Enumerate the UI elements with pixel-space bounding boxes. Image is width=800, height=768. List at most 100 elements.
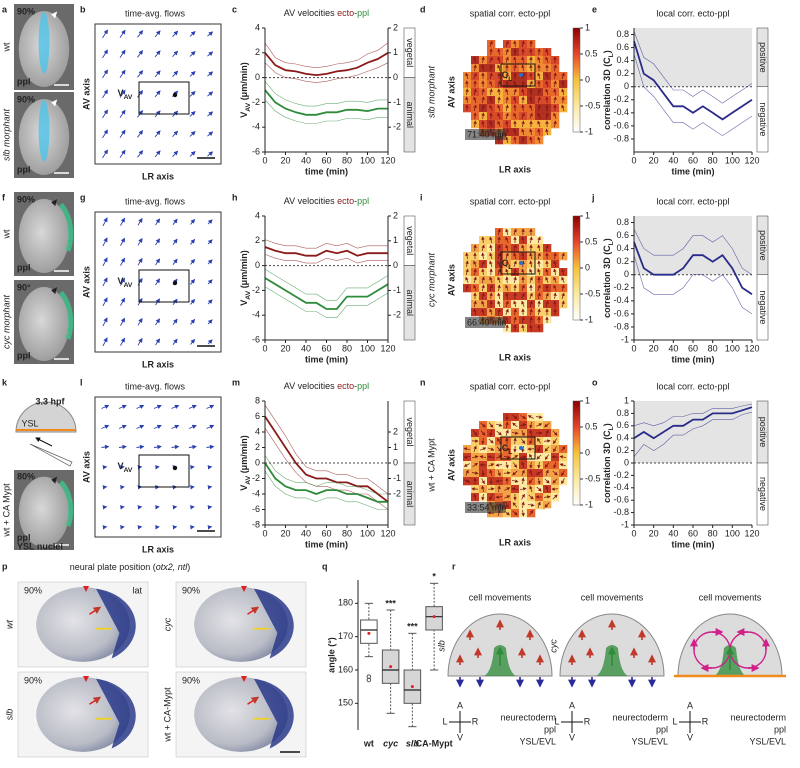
- flow-arrow: [505, 236, 509, 243]
- flow-arrow: [505, 260, 509, 268]
- flow-arrow: [521, 300, 525, 307]
- axis-label: time (min): [305, 354, 348, 364]
- flow-arrow: [188, 404, 197, 409]
- flow-arrow: [504, 510, 510, 516]
- colorbar: [572, 400, 581, 506]
- ppl-stain: [38, 11, 50, 74]
- flow-arrow: [505, 316, 509, 323]
- flow-arrow: [529, 485, 533, 492]
- red-arrowhead: [241, 586, 247, 592]
- sd-line: [264, 42, 389, 69]
- flow-arrow: [513, 437, 517, 445]
- flow-arrow: [528, 478, 534, 484]
- flow-arrow: [102, 277, 108, 287]
- flow-arrow: [497, 88, 501, 96]
- flow-arrow: [512, 510, 518, 516]
- neural-plate-stain: [254, 678, 294, 749]
- y2-tick-label: -2: [393, 488, 401, 498]
- strip-label: animal: [405, 102, 415, 129]
- flow-arrow: [521, 236, 525, 244]
- mean-line: [633, 40, 753, 121]
- flow-arrow: [206, 404, 215, 409]
- flow-arrow: [497, 485, 501, 493]
- flow-arrow: [545, 268, 549, 275]
- side-label: cyc morphant: [426, 252, 436, 307]
- flow-arrow: [172, 238, 178, 245]
- mean: [389, 665, 393, 669]
- compass: [679, 711, 701, 733]
- stage: 90%: [17, 94, 35, 104]
- flow-arrow: [529, 236, 533, 244]
- y-tick-label: -6: [252, 334, 260, 344]
- stage: 90%: [24, 585, 42, 595]
- flow-arrow: [172, 50, 179, 58]
- side-label: wt + CA-Mypt: [162, 687, 172, 743]
- flow-arrow: [497, 437, 501, 444]
- flow-arrow: [521, 509, 525, 517]
- flow-arrow: [155, 238, 160, 246]
- compass-label: L: [554, 716, 559, 726]
- strip-label: positive: [758, 230, 768, 261]
- flow-arrow: [505, 120, 509, 128]
- strip-bottom: [403, 462, 416, 526]
- y-tick-label: -0.6: [613, 120, 629, 130]
- flow-arrow: [119, 69, 126, 78]
- flow-arrow: [529, 136, 533, 144]
- flow-arrow: [560, 446, 566, 452]
- v-label: VAV: [118, 461, 133, 474]
- panel-letter: r: [452, 561, 456, 571]
- red-arrow: [89, 696, 102, 705]
- x-tick-label: 0: [262, 155, 267, 165]
- flow-arrow: [503, 455, 511, 459]
- flow-arrow: [120, 277, 125, 286]
- y-tick-label: 4: [255, 210, 260, 220]
- flow-arrow: [473, 56, 477, 63]
- flow-arrow: [190, 338, 196, 345]
- flow-arrow: [465, 88, 469, 96]
- flow-arrow: [473, 64, 477, 72]
- flow-arrow: [505, 40, 509, 47]
- flow-arrow: [207, 219, 213, 225]
- flow-arrow: [521, 501, 525, 509]
- flow-arrow: [172, 258, 178, 265]
- red-arrowhead: [83, 586, 89, 592]
- flow-arrow: [473, 445, 477, 452]
- axis-label: LR axis: [499, 537, 531, 547]
- y-tick-label: 4: [255, 22, 260, 32]
- flow-arrow: [543, 495, 551, 499]
- flow-arrow: [155, 218, 160, 226]
- flow-arrow: [481, 244, 485, 251]
- compass-label: R: [584, 716, 591, 726]
- x-tick-label: 60: [321, 343, 331, 353]
- y-tick-label: 0.2: [616, 445, 629, 455]
- flow-arrow: [497, 292, 501, 300]
- axis-label: time (min): [671, 166, 714, 176]
- flow-arrow: [512, 422, 518, 428]
- flow-arrow: [537, 104, 541, 112]
- flow-arrow: [561, 292, 565, 299]
- flow-arrow: [480, 422, 486, 428]
- axis-label: AV axis: [81, 451, 91, 483]
- flow-arrow: [119, 149, 126, 158]
- flow-arrow: [119, 29, 126, 38]
- flow-arrow: [136, 444, 145, 450]
- stain: ppl: [17, 350, 31, 360]
- text-part: V: [239, 300, 249, 306]
- flow-arrow: [536, 437, 541, 444]
- flow-arrow: [120, 317, 125, 326]
- flow-arrow: [553, 64, 557, 72]
- y-tick-label: 1: [624, 395, 629, 405]
- text-part: V: [118, 276, 124, 286]
- flow-arrow: [137, 69, 144, 78]
- mean: [367, 631, 371, 635]
- flow-arrow: [189, 110, 196, 117]
- outlier: [366, 674, 372, 679]
- flow-arrow: [495, 479, 503, 483]
- flow-arrow: [206, 444, 215, 450]
- flow-arrow: [529, 469, 533, 476]
- flow-arrow: [529, 308, 533, 316]
- flow-arrow: [207, 259, 213, 265]
- flow-arrow: [118, 424, 127, 429]
- flow-arrow: [190, 318, 196, 325]
- flow-arrow: [505, 88, 509, 95]
